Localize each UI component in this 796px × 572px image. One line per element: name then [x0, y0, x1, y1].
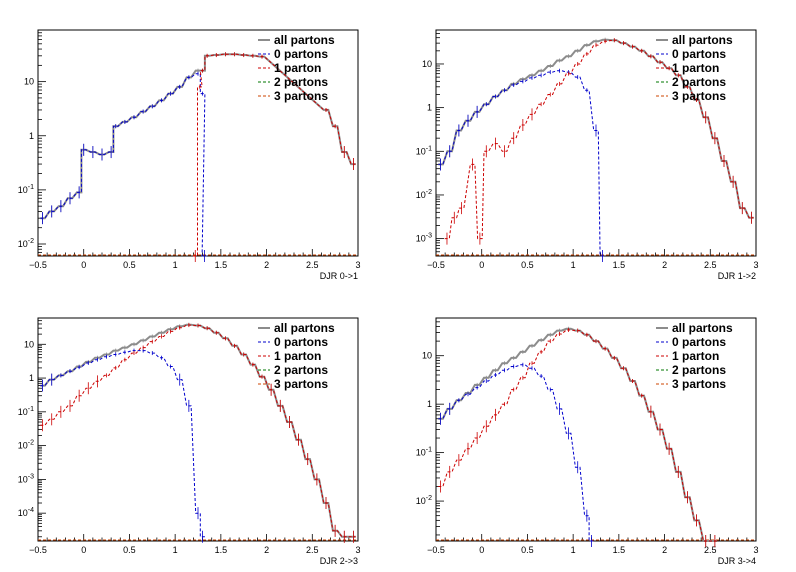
plot-frame	[37, 29, 359, 257]
chart-panel-1: −0.5 0 0.5 1 1.5 2 2.5 3 10-2 10-1 1 10 DJR 0->1 all …	[18, 29, 361, 281]
x-tick-label: 2.5	[306, 545, 319, 555]
legend-entry: all partons	[274, 33, 335, 47]
x-tick-label: 3	[355, 545, 360, 555]
legend-entry: 1 parton	[672, 349, 719, 363]
legend-entry: 3 partons	[274, 377, 328, 391]
x-axis-label: DJR 0->1	[320, 271, 358, 281]
chart-panel-3: −0.5 0 0.5 1 1.5 2 2.5 3 10-4 10-3 10-2 10-1 1 10 DJR …	[18, 317, 361, 566]
x-tick-label: 2.5	[306, 260, 319, 270]
x-axis-label: DJR 1->2	[718, 271, 756, 281]
legend-entry: 2 partons	[274, 363, 328, 377]
y-tick-label: 10-3	[18, 473, 34, 484]
legend-entry: 0 partons	[672, 335, 726, 349]
legend-entry: 1 parton	[274, 61, 321, 75]
x-tick-label: −0.5	[29, 260, 47, 270]
x-tick-label: 0	[81, 545, 86, 555]
chart-panel-4: −0.5 0 0.5 1 1.5 2 2.5 3 10-2 10-1 1 10 DJR 3->4 all …	[416, 317, 759, 566]
x-tick-label: 2	[264, 545, 269, 555]
plot-frame	[435, 29, 757, 257]
legend-entry: 3 partons	[672, 89, 726, 103]
x-tick-label: 0.5	[521, 260, 534, 270]
y-tick-label: 10-4	[18, 507, 34, 518]
x-tick-label: 0.5	[123, 260, 136, 270]
legend-entry: 3 partons	[672, 377, 726, 391]
legend-entry: 0 partons	[274, 47, 328, 61]
y-tick-label: 10-2	[18, 440, 34, 451]
x-tick-label: 0.5	[123, 545, 136, 555]
legend-entry: 1 parton	[274, 349, 321, 363]
y-tick-label: 10-1	[18, 184, 34, 195]
legend-entry: 3 partons	[274, 89, 328, 103]
legend-entry: all partons	[672, 321, 733, 335]
x-tick-label: −0.5	[29, 545, 47, 555]
legend-entry: 2 partons	[672, 363, 726, 377]
x-tick-label: −0.5	[427, 260, 445, 270]
x-tick-label: 2	[662, 260, 667, 270]
x-tick-label: 2	[662, 545, 667, 555]
series-p0-line	[438, 364, 594, 542]
x-tick-label: 2	[264, 260, 269, 270]
y-tick-label: 10-3	[416, 233, 432, 244]
x-axis-label: DJR 3->4	[718, 556, 756, 566]
x-tick-label: 1.5	[613, 545, 626, 555]
legend-entry: all partons	[274, 321, 335, 335]
x-tick-label: 0	[479, 260, 484, 270]
x-tick-label: 2.5	[704, 260, 717, 270]
series-p0-line	[438, 70, 605, 257]
series-p0-line	[40, 350, 205, 538]
y-tick-label: 10	[422, 59, 432, 69]
y-tick-label: 10	[24, 339, 34, 349]
x-tick-label: 1	[173, 260, 178, 270]
y-tick-label: 10-2	[18, 238, 34, 249]
y-tick-label: 1	[427, 399, 432, 409]
x-tick-label: 3	[753, 545, 758, 555]
chart-panel-2: −0.5 0 0.5 1 1.5 2 2.5 3 10-3 10-2 10-1 1 10 DJR 1->2…	[416, 29, 759, 281]
x-tick-label: 1	[571, 545, 576, 555]
y-tick-label: 10-2	[416, 189, 432, 200]
x-axis-label: DJR 2->3	[320, 556, 358, 566]
x-tick-label: 3	[355, 260, 360, 270]
x-tick-label: 1.5	[215, 260, 228, 270]
y-tick-label: 10	[422, 351, 432, 361]
y-tick-label: 10-1	[18, 406, 34, 417]
legend-entry: 2 partons	[274, 75, 328, 89]
x-tick-label: 2.5	[704, 545, 717, 555]
series-p1-line	[40, 324, 356, 538]
x-tick-label: 1	[173, 545, 178, 555]
y-tick-label: 1	[29, 131, 34, 141]
legend-entry: 0 partons	[672, 47, 726, 61]
x-tick-label: 1.5	[215, 545, 228, 555]
y-tick-label: 1	[29, 373, 34, 383]
y-tick-label: 10	[24, 77, 34, 87]
x-tick-label: 3	[753, 260, 758, 270]
x-tick-label: 0.5	[521, 545, 534, 555]
y-tick-label: 10-2	[416, 495, 432, 506]
series-p0-line	[40, 73, 207, 257]
legend-entry: all partons	[672, 33, 733, 47]
legend-entry: 0 partons	[274, 335, 328, 349]
x-tick-label: 0	[81, 260, 86, 270]
legend-entry: 2 partons	[672, 75, 726, 89]
legend-entry: 1 parton	[672, 61, 719, 75]
y-tick-label: 1	[427, 103, 432, 113]
x-tick-label: 0	[479, 545, 484, 555]
y-tick-label: 10-1	[416, 145, 432, 156]
x-tick-label: 1	[571, 260, 576, 270]
x-tick-label: −0.5	[427, 545, 445, 555]
x-tick-label: 1.5	[613, 260, 626, 270]
y-tick-label: 10-1	[416, 447, 432, 458]
